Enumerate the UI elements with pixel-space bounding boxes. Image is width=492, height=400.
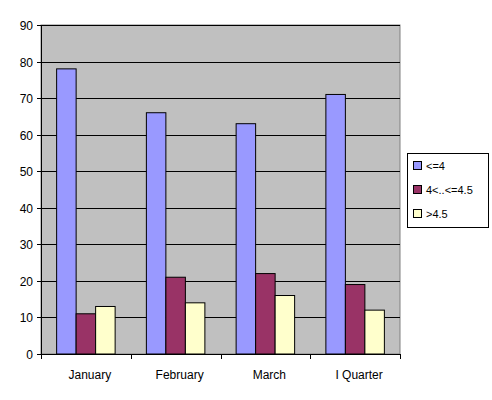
y-tick-label: 70 xyxy=(20,92,34,106)
y-tick-label: 20 xyxy=(20,275,34,289)
bar xyxy=(365,310,385,354)
x-tick-label: February xyxy=(156,368,204,382)
bars xyxy=(57,69,385,354)
y-tick xyxy=(37,354,41,355)
y-tick xyxy=(37,25,41,26)
grid-line xyxy=(41,244,400,245)
x-tick xyxy=(131,354,132,359)
bar xyxy=(96,306,116,354)
legend-label: >4.5 xyxy=(426,208,448,220)
x-tick xyxy=(221,354,222,359)
bar xyxy=(236,124,256,354)
y-tick xyxy=(37,281,41,282)
bar xyxy=(57,69,77,354)
y-tick xyxy=(37,317,41,318)
grid-line xyxy=(41,171,400,172)
y-tick xyxy=(37,208,41,209)
x-tick-label: I Quarter xyxy=(335,368,382,382)
plot-area xyxy=(41,25,400,354)
bar xyxy=(166,277,186,354)
y-tick-label: 0 xyxy=(26,348,33,362)
x-axis xyxy=(41,354,400,355)
x-tick xyxy=(400,354,401,359)
y-tick-label: 40 xyxy=(20,202,34,216)
bar xyxy=(345,285,365,354)
grid-line xyxy=(41,25,400,26)
bar xyxy=(275,296,295,354)
x-tick xyxy=(41,354,42,359)
legend-swatch xyxy=(414,186,422,194)
legend-swatch xyxy=(414,162,422,170)
legend-label: <=4 xyxy=(426,160,445,172)
y-axis xyxy=(41,25,42,354)
grid-line xyxy=(41,62,400,63)
y-tick xyxy=(37,135,41,136)
y-tick-label: 60 xyxy=(20,129,34,143)
grid-line xyxy=(41,135,400,136)
bar xyxy=(185,303,205,354)
bar xyxy=(76,314,96,354)
x-tick xyxy=(310,354,311,359)
y-tick-label: 90 xyxy=(20,19,34,33)
chart-svg: 0 10 20 30 40 50 60 70 80 90 January February March I… xyxy=(0,0,492,400)
bar xyxy=(326,94,346,354)
grid-line xyxy=(41,98,400,99)
chart-container: 0 10 20 30 40 50 60 70 80 90 January February March I… xyxy=(0,0,492,400)
legend-label: 4<..<=4.5 xyxy=(426,184,473,196)
bar xyxy=(146,113,166,354)
y-tick-label: 30 xyxy=(20,238,34,252)
y-tick-label: 80 xyxy=(20,56,34,70)
grid-line xyxy=(41,354,400,355)
x-tick-label: March xyxy=(253,368,286,382)
legend: <=4 4<..<=4.5 >4.5 xyxy=(408,154,489,228)
y-tick-label: 10 xyxy=(20,311,34,325)
legend-box xyxy=(408,154,489,228)
bar xyxy=(256,274,276,354)
y-tick xyxy=(37,244,41,245)
grid-line xyxy=(41,281,400,282)
y-tick xyxy=(37,171,41,172)
x-tick-label: January xyxy=(69,368,112,382)
y-tick xyxy=(37,62,41,63)
grid-line xyxy=(41,208,400,209)
legend-swatch xyxy=(414,210,422,218)
y-tick-label: 50 xyxy=(20,165,34,179)
y-tick xyxy=(37,98,41,99)
